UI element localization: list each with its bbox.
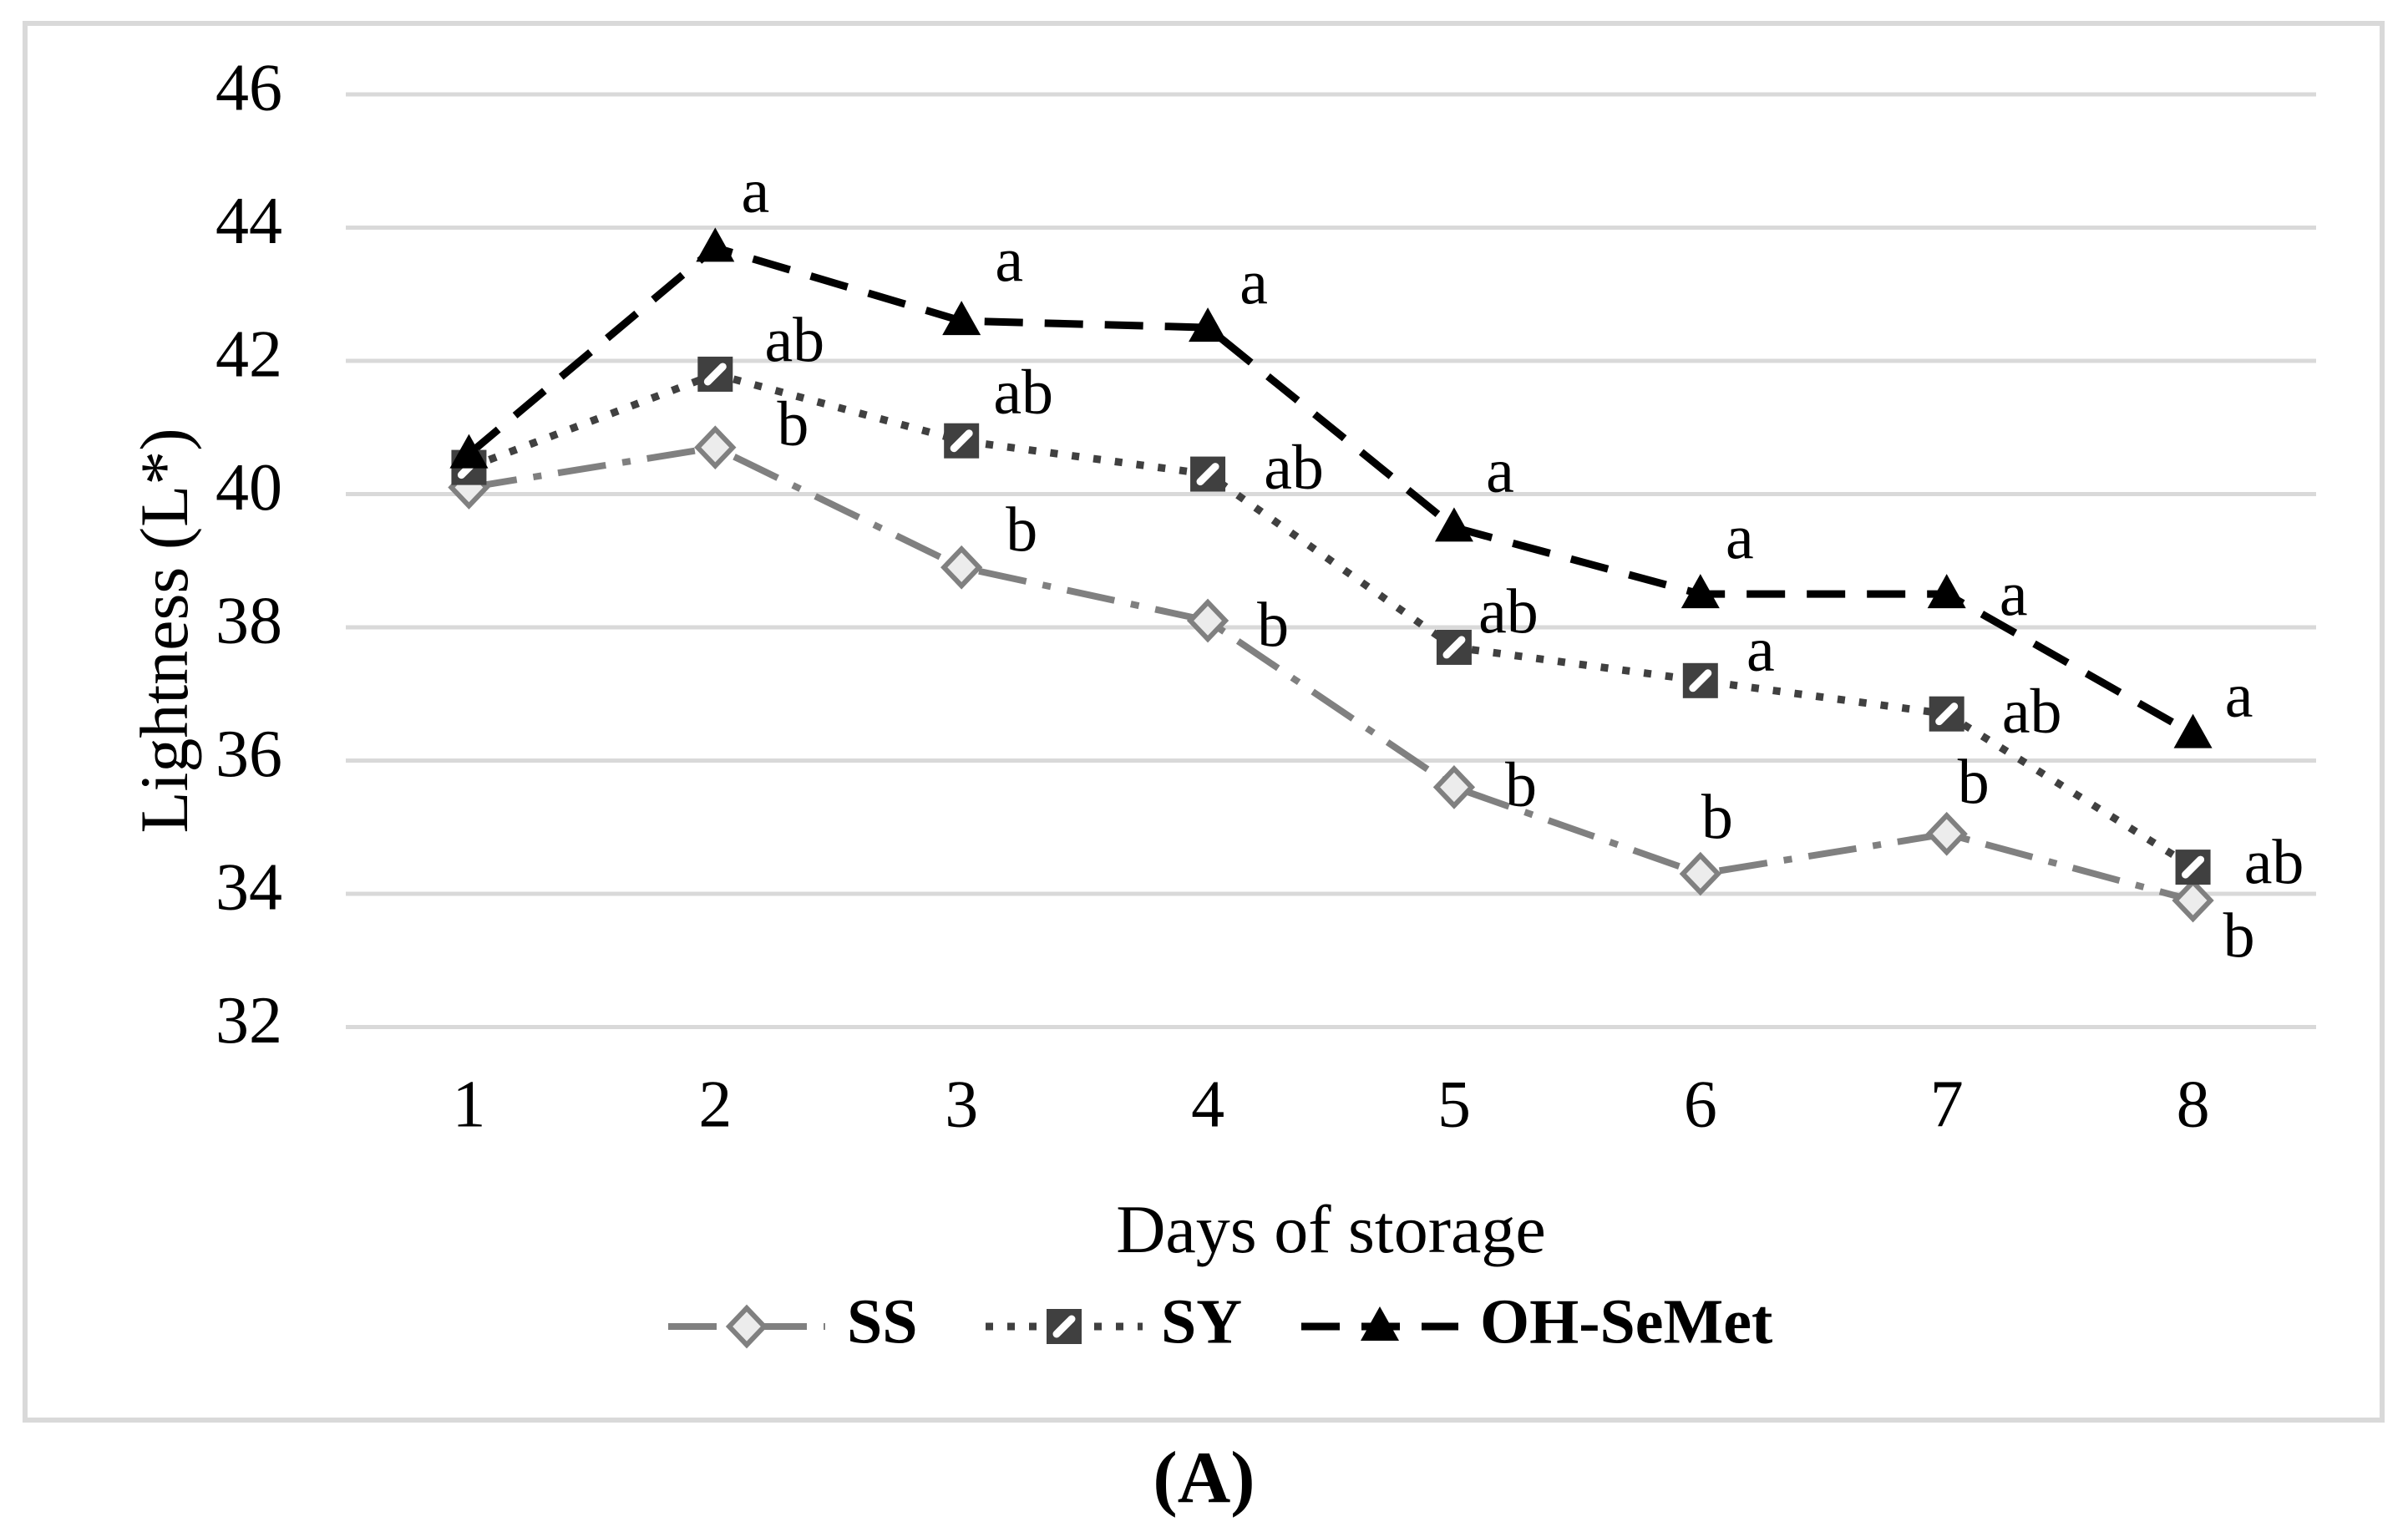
significance-label-SY-day-3: ab [993, 358, 1053, 428]
y-tick-label-36: 36 [215, 718, 282, 791]
x-tick-label-1: 1 [452, 1068, 485, 1141]
data-point-OH-SeMet-day-6 [1681, 574, 1720, 609]
data-point-SS-day-6 [1679, 851, 1721, 896]
significance-label-OH-SeMet-day-7: a [2000, 560, 2028, 630]
data-point-SS-day-7 [1925, 811, 1968, 856]
data-point-SS-day-2 [694, 425, 737, 470]
data-point-OH-SeMet-day-8 [2173, 713, 2213, 748]
legend-marker-OH-SeMet [1361, 1306, 1399, 1341]
significance-label-OH-SeMet-day-8: a [2225, 661, 2253, 731]
data-point-OH-SeMet-day-3 [942, 301, 981, 336]
significance-label-SY-day-7: ab [2002, 677, 2062, 747]
y-tick-label-32: 32 [215, 984, 282, 1058]
x-tick-label-7: 7 [1930, 1068, 1964, 1141]
significance-label-OH-SeMet-day-3: a [995, 226, 1023, 296]
data-point-SY-day-2-slash [703, 363, 727, 386]
significance-label-SS-day-4: b [1257, 590, 1289, 660]
y-tick-label-40: 40 [215, 451, 282, 525]
significance-label-SS-day-8: b [2223, 900, 2255, 971]
data-point-SY-day-4-slash [1196, 463, 1219, 486]
significance-label-SS-day-3: b [1006, 495, 1037, 566]
y-tick-label-44: 44 [215, 185, 282, 258]
panel-caption: (A) [1153, 1438, 1255, 1519]
data-point-SY-day-5-slash [1442, 636, 1466, 659]
y-axis-title: Lightness (L*) [126, 428, 202, 833]
significance-label-OH-SeMet-day-6: a [1726, 503, 1754, 573]
significance-label-SY-day-5: ab [1478, 576, 1539, 647]
significance-label-SS-day-2: b [777, 389, 809, 459]
data-point-OH-SeMet-day-7 [1927, 574, 1966, 609]
x-tick-label-6: 6 [1684, 1068, 1717, 1141]
data-point-SS-day-8 [2172, 878, 2214, 923]
x-tick-label-4: 4 [1191, 1068, 1224, 1141]
data-point-OH-SeMet-day-2 [696, 227, 735, 262]
series-line-SS [468, 444, 2194, 904]
significance-label-OH-SeMet-day-2: a [741, 156, 769, 226]
significance-label-SY-day-8: ab [2244, 828, 2304, 898]
significance-label-OH-SeMet-day-5: a [1486, 436, 1514, 506]
y-tick-label-38: 38 [215, 584, 282, 657]
y-tick-label-42: 42 [215, 317, 282, 391]
y-tick-label-46: 46 [215, 51, 282, 124]
legend-label-SY: SY [1161, 1286, 1242, 1357]
figure-border [23, 21, 2385, 1423]
data-point-OH-SeMet-day-4 [1189, 307, 1228, 342]
x-tick-label-8: 8 [2177, 1068, 2210, 1141]
x-axis-title: Days of storage [1116, 1191, 1546, 1267]
series-line-OH-SeMet [466, 243, 2195, 738]
significance-label-SY-day-4: ab [1264, 433, 1324, 503]
x-tick-label-2: 2 [698, 1068, 732, 1141]
significance-label-SS-day-7: b [1958, 748, 1990, 818]
legend-label-SS: SS [847, 1286, 918, 1357]
data-point-SY-day-6-slash [1689, 669, 1712, 692]
data-point-SY-day-3-slash [950, 429, 973, 453]
data-point-OH-SeMet-day-1 [449, 434, 489, 469]
data-point-SY-day-8-slash [2182, 855, 2205, 879]
legend-marker-SY-slash [1052, 1315, 1076, 1338]
x-tick-label-5: 5 [1437, 1068, 1471, 1141]
series-line-SY [467, 370, 2195, 870]
significance-label-SS-day-6: b [1701, 783, 1733, 853]
significance-label-SY-day-6: a [1746, 615, 1775, 685]
y-tick-label-34: 34 [215, 850, 282, 924]
data-point-SS-day-5 [1432, 765, 1476, 809]
data-point-SS-day-4 [1186, 598, 1229, 643]
data-point-SS-day-3 [940, 545, 983, 590]
significance-label-SS-day-5: b [1505, 750, 1537, 820]
x-tick-label-3: 3 [945, 1068, 978, 1141]
legend-label-OH-SeMet: OH-SeMet [1480, 1286, 1772, 1357]
legend-marker-SS [725, 1304, 768, 1349]
data-point-OH-SeMet-day-5 [1434, 507, 1473, 542]
significance-label-SY-day-2: ab [764, 305, 824, 375]
data-point-SY-day-7-slash [1935, 703, 1959, 726]
significance-label-OH-SeMet-day-4: a [1239, 248, 1268, 318]
